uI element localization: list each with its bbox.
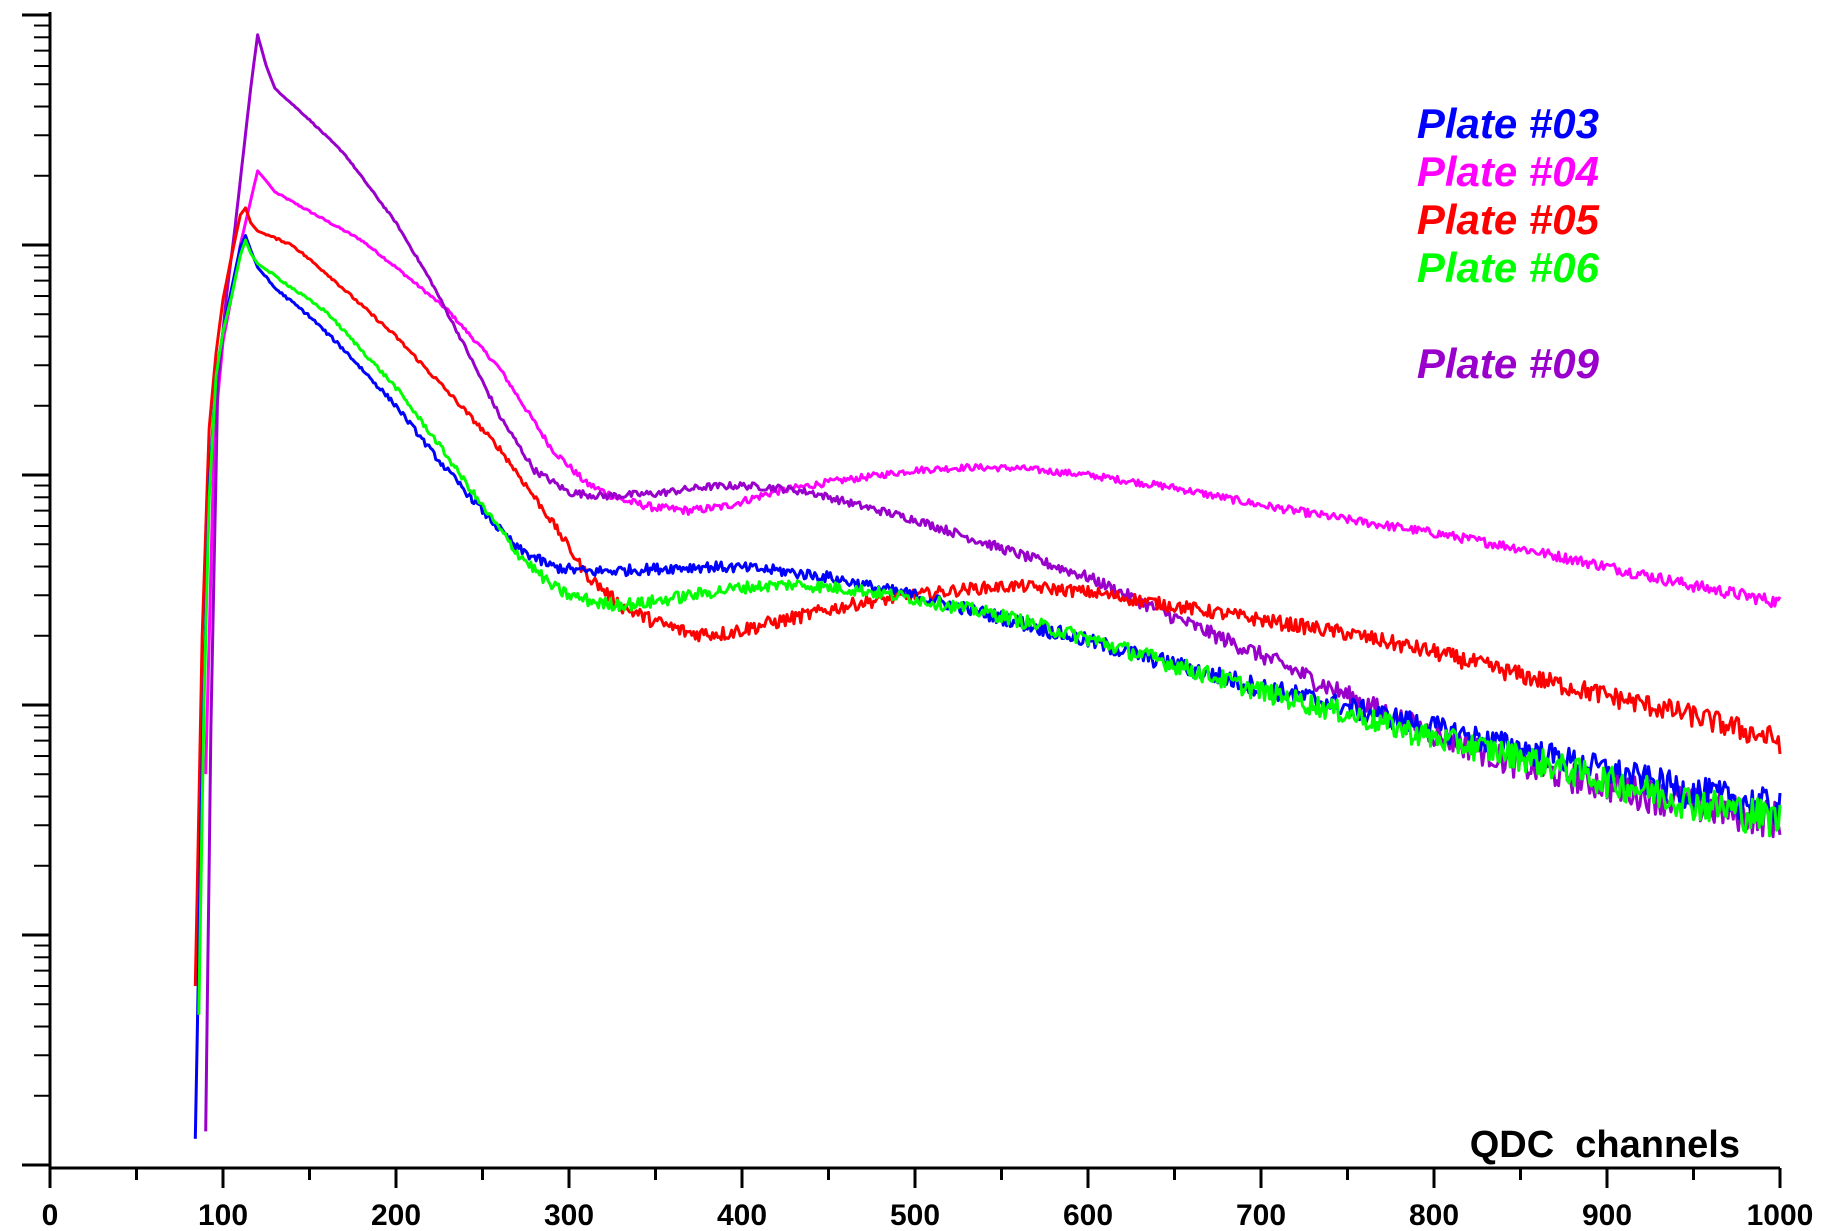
- x-tick-label: 0: [42, 1199, 59, 1231]
- legend-entry: Plate #04: [1417, 148, 1599, 195]
- x-tick-label: 700: [1236, 1199, 1286, 1231]
- legend-entry: Plate #09: [1417, 340, 1600, 387]
- legend-entry: Plate #06: [1417, 244, 1600, 291]
- x-tick-label: 200: [371, 1199, 421, 1231]
- series-layer: [193, 33, 1782, 1139]
- x-tick-label: 600: [1063, 1199, 1113, 1231]
- x-tick-label: 1000: [1747, 1199, 1814, 1231]
- legend-entry: Plate #03: [1417, 100, 1599, 147]
- x-tick-label: 900: [1582, 1199, 1632, 1231]
- series-line-plate04: [204, 169, 1782, 775]
- x-tick-label: 300: [544, 1199, 594, 1231]
- x-axis-ticks: [48, 1168, 1782, 1188]
- y-axis-ticks: [22, 13, 50, 1167]
- x-tick-label: 100: [198, 1199, 248, 1231]
- x-tick-label: 500: [890, 1199, 940, 1231]
- axes: 0 100 200 300 400 500 600 700 800 900 1000: [22, 12, 1813, 1231]
- legend-entry: Plate #05: [1417, 196, 1600, 243]
- x-tick-label: 400: [717, 1199, 767, 1231]
- series-line-plate05: [193, 206, 1782, 987]
- series-line-plate06: [197, 238, 1782, 1015]
- x-axis-tick-labels: 0 100 200 300 400 500 600 700 800 900 1000: [42, 1199, 1814, 1231]
- x-tick-label: 800: [1409, 1199, 1459, 1231]
- x-axis-title: QDC channels: [1470, 1124, 1740, 1166]
